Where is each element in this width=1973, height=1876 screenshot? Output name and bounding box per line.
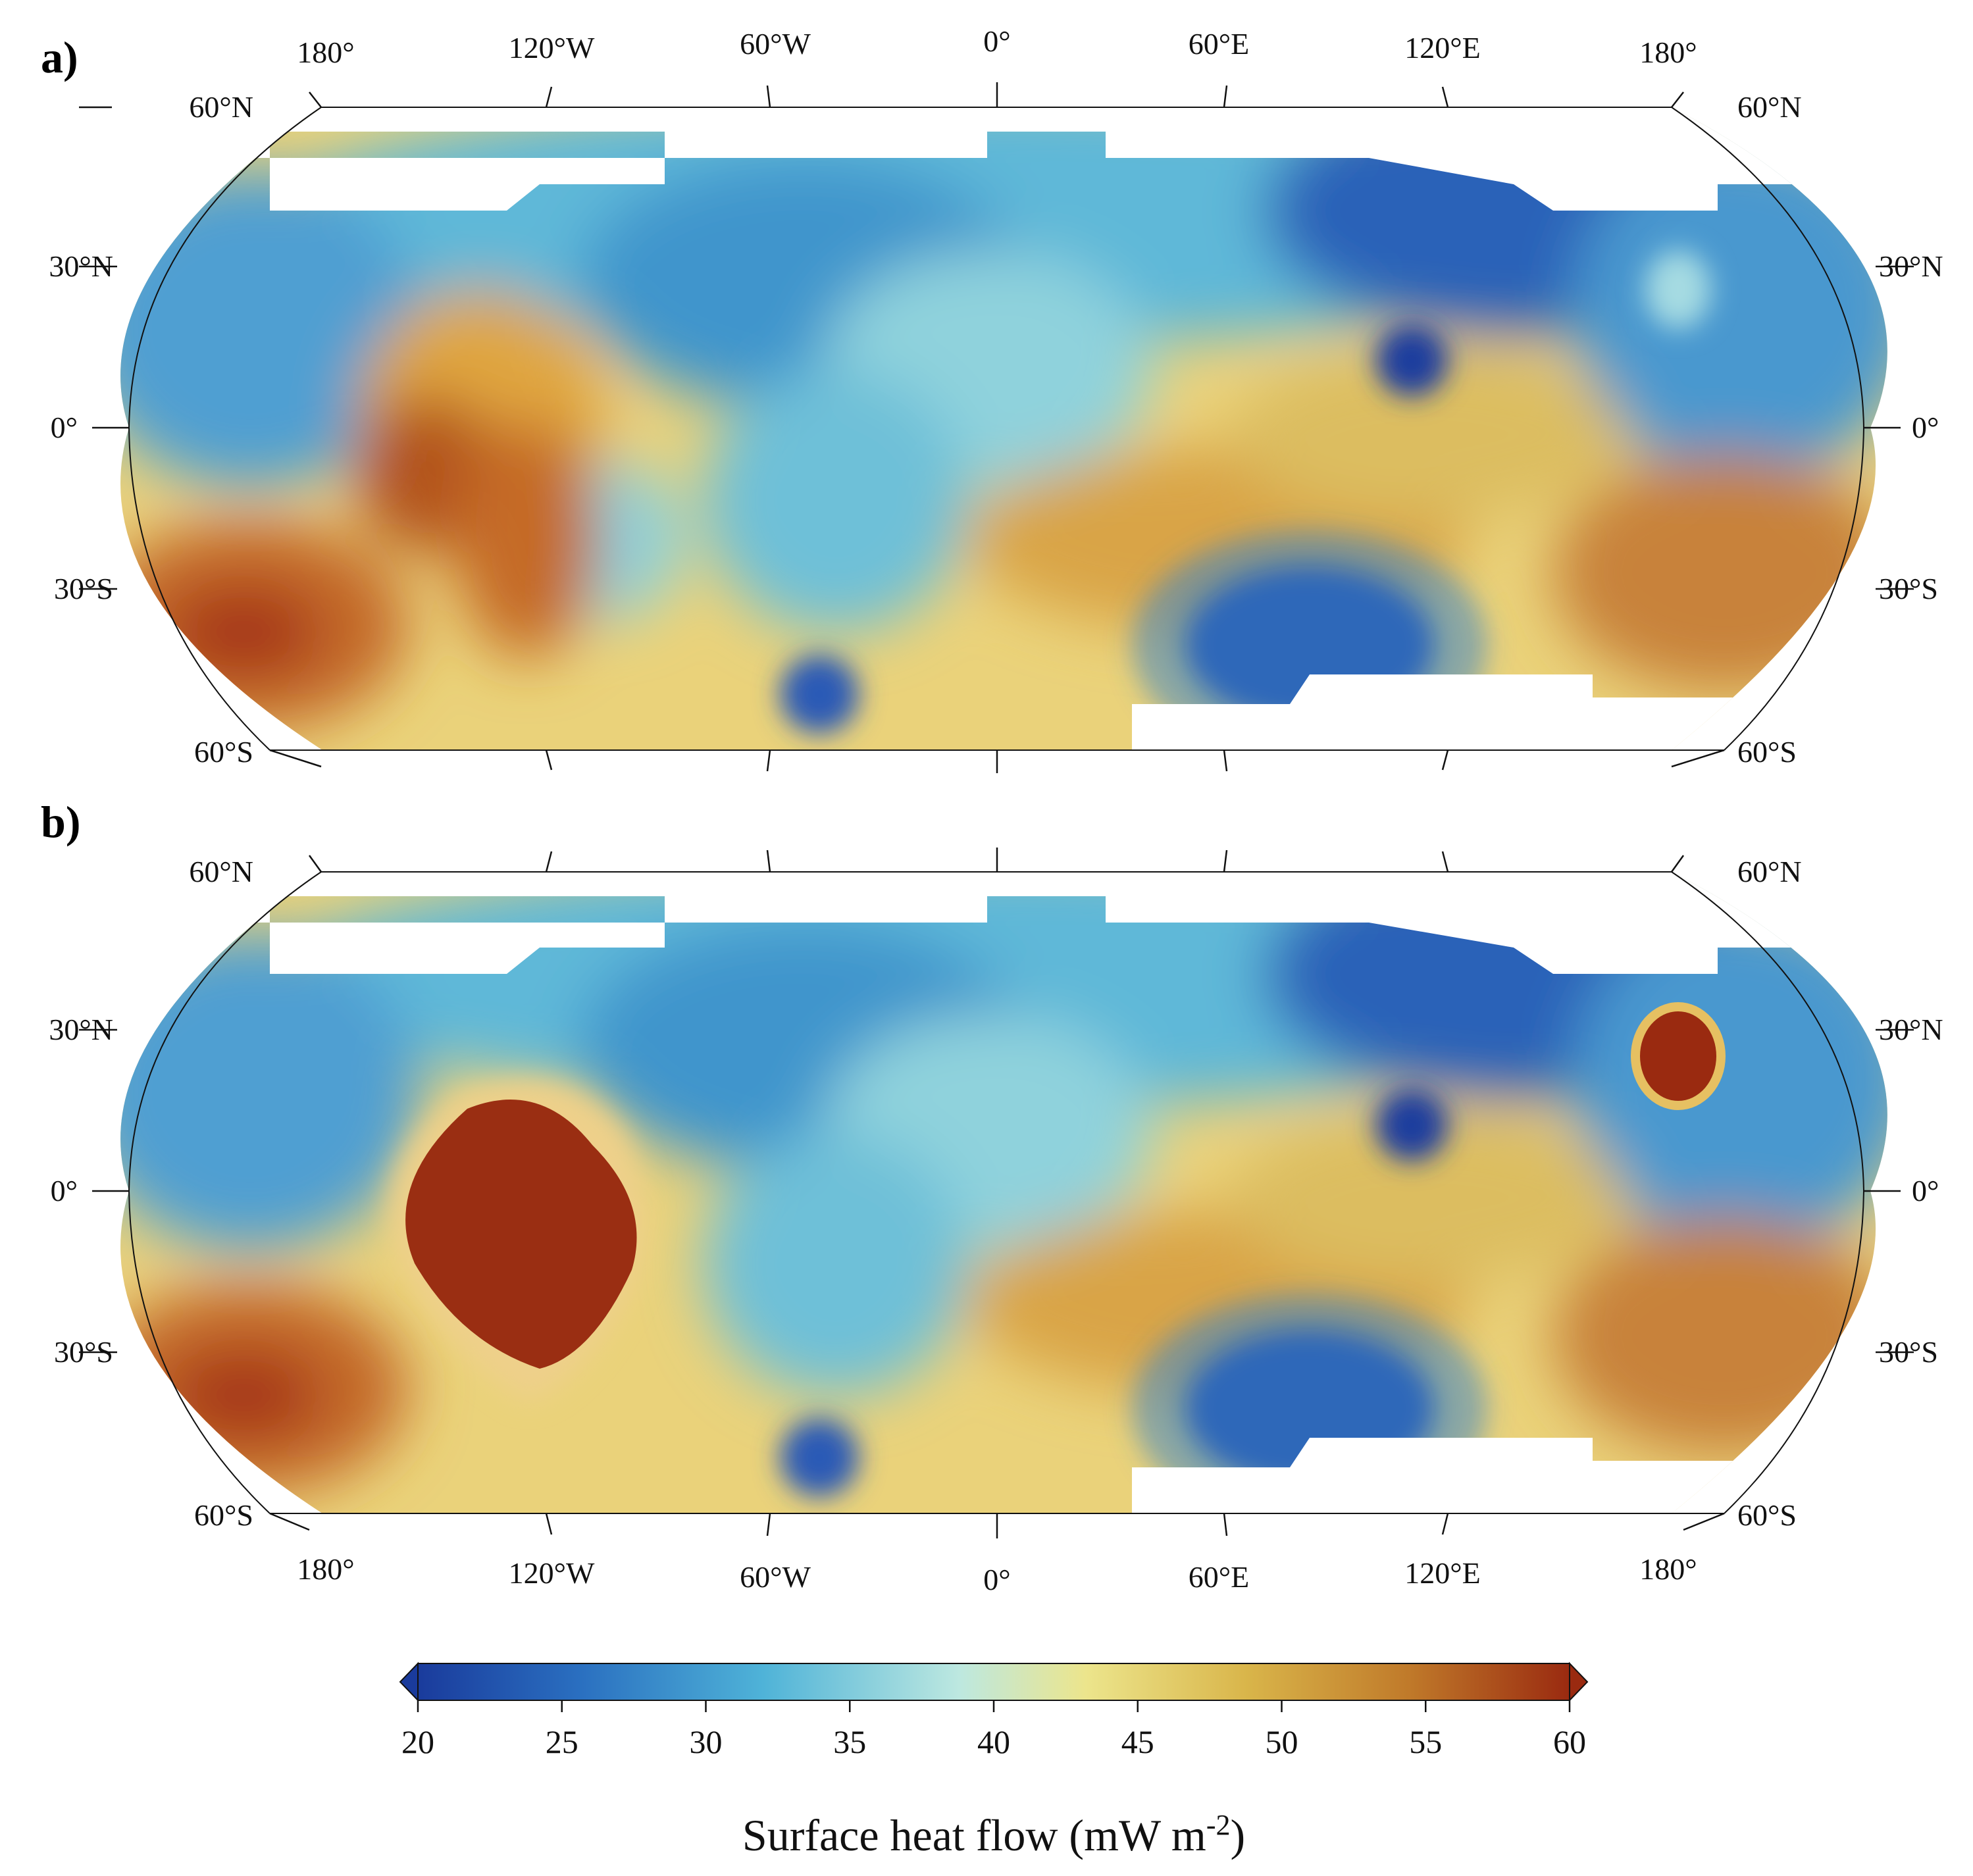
colorbar-tick-label: 20 [401,1723,434,1760]
lon-label: 0° [983,24,1010,58]
lat-label: 60°S [1737,735,1797,769]
lon-label: 180° [297,1552,354,1586]
lon-label: 120°W [509,1556,595,1590]
lat-label: 60°S [194,1498,253,1532]
lat-label: 30°N [1879,1013,1943,1046]
lat-label: 30°N [49,249,113,283]
lon-label: 60°W [740,1560,811,1594]
panel-a-map [120,107,1887,750]
panel-a-lat-labels: 60°N 30°N 0° 30°S 60°S 60°N 30°N 0° 30°S… [49,90,1943,769]
lat-label: 30°N [1879,249,1943,283]
panel-a: a) [41,24,1943,773]
colorbar-ticks: 20 25 30 35 40 45 50 55 60 [401,1700,1586,1760]
lon-label: 60°W [740,27,811,61]
lat-label: 60°N [189,855,253,888]
lat-label: 30°S [1879,572,1938,605]
panel-a-letter: a) [41,32,78,82]
colorbar-tick-label: 45 [1121,1723,1154,1760]
lat-label: 60°S [1737,1498,1797,1532]
colorbar-gradient [417,1663,1570,1701]
panel-a-lon-labels: 180° 120°W 60°W 0° 60°E 120°E 180° [297,24,1697,69]
panel-b-map [120,872,1887,1513]
lon-label: 180° [1639,1552,1697,1586]
lat-label: 0° [1912,1174,1939,1207]
lon-label: 0° [983,1563,1010,1596]
colorbar-low-arrow [399,1661,419,1702]
lat-label: 60°N [1737,855,1802,888]
panel-a-ticks [79,82,1914,773]
colorbar-tick-label: 30 [690,1723,723,1760]
colorbar-tick-label: 60 [1553,1723,1586,1760]
lon-label: 120°E [1404,1556,1481,1590]
colorbar-tick-label: 50 [1266,1723,1298,1760]
lon-label: 180° [297,36,354,69]
panel-b: b) [41,797,1943,1596]
colorbar-high-arrow [1569,1661,1589,1702]
lat-label: 60°S [194,735,253,769]
lat-label: 0° [51,411,78,444]
lon-label: 120°E [1404,31,1481,64]
colorbar-tick-label: 40 [977,1723,1010,1760]
colorbar-title: Surface heat flow (mW m-2) [742,1809,1245,1861]
colorbar: 20 25 30 35 40 45 50 55 60 Surface heat flow (mW… [399,1661,1589,1861]
colorbar-tick-label: 25 [546,1723,578,1760]
lon-label: 180° [1639,36,1697,69]
lon-label: 60°E [1189,1560,1250,1594]
panel-b-lon-labels: 180° 120°W 60°W 0° 60°E 120°E 180° [297,1552,1697,1596]
panel-b-ticks [79,848,1914,1538]
lon-label: 60°E [1189,27,1250,61]
colorbar-tick-label: 55 [1409,1723,1442,1760]
panel-b-letter: b) [41,797,80,847]
lat-label: 30°N [49,1013,113,1046]
lat-label: 60°N [189,90,253,124]
lon-label: 120°W [509,31,595,64]
lat-label: 30°S [54,1335,113,1369]
colorbar-tick-label: 35 [833,1723,866,1760]
lat-label: 0° [51,1174,78,1207]
panel-b-lat-labels: 60°N 30°N 0° 30°S 60°S 60°N 30°N 0° 30°S… [49,855,1943,1532]
lat-label: 0° [1912,411,1939,444]
lat-label: 30°S [54,572,113,605]
lat-label: 60°N [1737,90,1802,124]
lat-label: 30°S [1879,1335,1938,1369]
